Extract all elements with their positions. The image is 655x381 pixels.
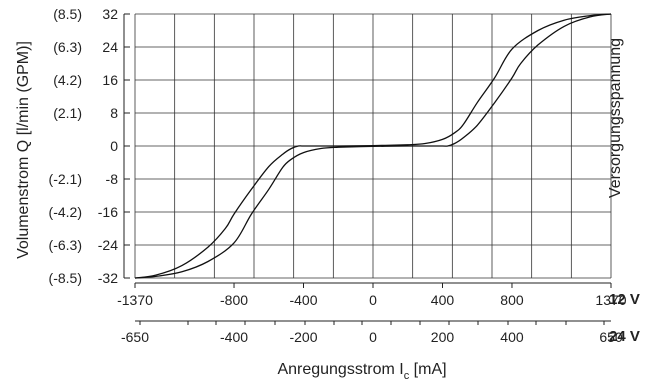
y-tick-label: 24 <box>102 39 118 55</box>
y-gpm-label: (-4.2) <box>49 204 82 220</box>
axis-12v-label: 12 V <box>609 291 640 308</box>
y-gpm-label: (6.3) <box>53 39 82 55</box>
x-tick-label-24v: -650 <box>121 329 149 345</box>
y-tick-label: -24 <box>98 237 118 253</box>
axes <box>123 13 612 325</box>
right-axis-title: Versorgungsspannung <box>607 38 624 198</box>
x-tick-label-24v: 200 <box>431 329 455 345</box>
y-gpm-label: (-8.5) <box>49 270 82 286</box>
x-tick-label-12v: 0 <box>369 292 377 308</box>
x-tick-label-12v: -1370 <box>117 292 153 308</box>
x-tick-label-12v: 1370 <box>595 292 626 308</box>
y-tick-label: -16 <box>98 204 118 220</box>
x-tick-label-24v: 0 <box>369 329 377 345</box>
y-tick-label: 16 <box>102 72 118 88</box>
x-tick-label-24v: 650 <box>599 329 623 345</box>
labels: 32 (8.5) 24 (6.3) 16 (4.2) 8 (2.1) 0 -8 (-2.1) -16 (… <box>49 6 627 345</box>
axis-24v-label: 24 V <box>609 328 640 345</box>
hysteresis-curves <box>134 13 612 279</box>
y-gpm-label: (2.1) <box>53 105 82 121</box>
y-tick-label: -8 <box>106 171 119 187</box>
series-line-1 <box>134 13 612 279</box>
x-tick-label-12v: 800 <box>500 292 524 308</box>
x-tick-label-24v: 400 <box>500 329 524 345</box>
grid <box>134 13 612 279</box>
y-gpm-label: (8.5) <box>53 6 82 22</box>
y-tick-label: 32 <box>102 6 118 22</box>
x-tick-label-12v: -400 <box>289 292 317 308</box>
y-gpm-label: (-6.3) <box>49 237 82 253</box>
y-gpm-label: (-2.1) <box>49 171 82 187</box>
x-tick-label-24v: -200 <box>289 329 317 345</box>
series-line-2 <box>134 13 612 279</box>
x-tick-label-12v: -800 <box>220 292 248 308</box>
x-axis-title: Anregungsstrom Ic [mA] <box>277 361 446 381</box>
y-tick-label: 8 <box>110 105 118 121</box>
y-tick-label: -32 <box>98 270 118 286</box>
y-tick-label: 0 <box>110 138 118 154</box>
y-gpm-label: (4.2) <box>53 72 82 88</box>
x-tick-label-24v: -400 <box>220 329 248 345</box>
x-tick-label-12v: 400 <box>431 292 455 308</box>
y-axis-title: Volumenstrom Q [l/min (GPM)] <box>15 41 32 259</box>
